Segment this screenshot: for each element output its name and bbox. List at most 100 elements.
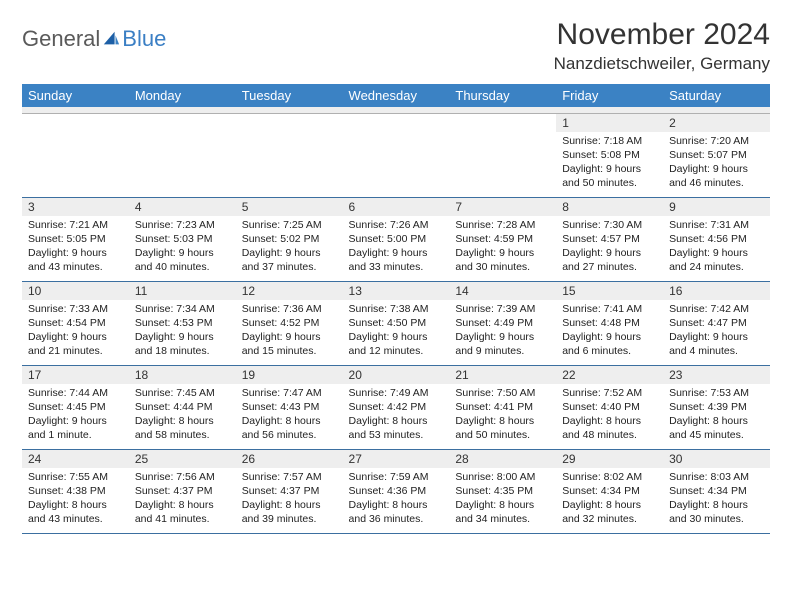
- sunrise-text: Sunrise: 7:38 AM: [349, 302, 444, 316]
- logo: General Blue: [22, 18, 166, 52]
- sunset-text: Sunset: 4:37 PM: [242, 484, 337, 498]
- day-content: Sunrise: 8:02 AMSunset: 4:34 PMDaylight:…: [556, 468, 663, 531]
- sunrise-text: Sunrise: 7:41 AM: [562, 302, 657, 316]
- day-number: 5: [236, 198, 343, 216]
- day-number: 29: [556, 450, 663, 468]
- sunrise-text: Sunrise: 7:50 AM: [455, 386, 550, 400]
- sunrise-text: Sunrise: 7:45 AM: [135, 386, 230, 400]
- day-cell: 22Sunrise: 7:52 AMSunset: 4:40 PMDayligh…: [556, 365, 663, 449]
- day-content: Sunrise: 8:03 AMSunset: 4:34 PMDaylight:…: [663, 468, 770, 531]
- day-number: 20: [343, 366, 450, 384]
- day-cell: 19Sunrise: 7:47 AMSunset: 4:43 PMDayligh…: [236, 365, 343, 449]
- sunrise-text: Sunrise: 7:21 AM: [28, 218, 123, 232]
- sunset-text: Sunset: 4:44 PM: [135, 400, 230, 414]
- day-content: Sunrise: 7:55 AMSunset: 4:38 PMDaylight:…: [22, 468, 129, 531]
- day-content: Sunrise: 7:52 AMSunset: 4:40 PMDaylight:…: [556, 384, 663, 447]
- day-number: 22: [556, 366, 663, 384]
- day-cell: 21Sunrise: 7:50 AMSunset: 4:41 PMDayligh…: [449, 365, 556, 449]
- day-content: Sunrise: 7:57 AMSunset: 4:37 PMDaylight:…: [236, 468, 343, 531]
- daylight-text: Daylight: 8 hours and 45 minutes.: [669, 414, 764, 442]
- day-number: [22, 114, 129, 118]
- sunset-text: Sunset: 4:59 PM: [455, 232, 550, 246]
- sunrise-text: Sunrise: 7:52 AM: [562, 386, 657, 400]
- day-number: 7: [449, 198, 556, 216]
- sunset-text: Sunset: 5:08 PM: [562, 148, 657, 162]
- sunrise-text: Sunrise: 7:59 AM: [349, 470, 444, 484]
- day-content: Sunrise: 7:20 AMSunset: 5:07 PMDaylight:…: [663, 132, 770, 195]
- sunrise-text: Sunrise: 8:00 AM: [455, 470, 550, 484]
- daylight-text: Daylight: 8 hours and 34 minutes.: [455, 498, 550, 526]
- week-row: 1Sunrise: 7:18 AMSunset: 5:08 PMDaylight…: [22, 113, 770, 197]
- day-content: Sunrise: 7:30 AMSunset: 4:57 PMDaylight:…: [556, 216, 663, 279]
- day-content: Sunrise: 7:36 AMSunset: 4:52 PMDaylight:…: [236, 300, 343, 363]
- sunrise-text: Sunrise: 7:44 AM: [28, 386, 123, 400]
- daylight-text: Daylight: 8 hours and 32 minutes.: [562, 498, 657, 526]
- sunrise-text: Sunrise: 7:33 AM: [28, 302, 123, 316]
- day-content: Sunrise: 7:18 AMSunset: 5:08 PMDaylight:…: [556, 132, 663, 195]
- day-cell: 14Sunrise: 7:39 AMSunset: 4:49 PMDayligh…: [449, 281, 556, 365]
- day-number: [129, 114, 236, 118]
- sunset-text: Sunset: 4:54 PM: [28, 316, 123, 330]
- day-cell: 25Sunrise: 7:56 AMSunset: 4:37 PMDayligh…: [129, 449, 236, 533]
- day-cell: 5Sunrise: 7:25 AMSunset: 5:02 PMDaylight…: [236, 197, 343, 281]
- daylight-text: Daylight: 8 hours and 53 minutes.: [349, 414, 444, 442]
- day-header-row: Sunday Monday Tuesday Wednesday Thursday…: [22, 84, 770, 107]
- day-content: Sunrise: 7:28 AMSunset: 4:59 PMDaylight:…: [449, 216, 556, 279]
- sunrise-text: Sunrise: 7:20 AM: [669, 134, 764, 148]
- day-cell: 15Sunrise: 7:41 AMSunset: 4:48 PMDayligh…: [556, 281, 663, 365]
- day-cell: 29Sunrise: 8:02 AMSunset: 4:34 PMDayligh…: [556, 449, 663, 533]
- day-number: 25: [129, 450, 236, 468]
- daylight-text: Daylight: 8 hours and 50 minutes.: [455, 414, 550, 442]
- day-number: 16: [663, 282, 770, 300]
- sunset-text: Sunset: 4:48 PM: [562, 316, 657, 330]
- day-cell: 20Sunrise: 7:49 AMSunset: 4:42 PMDayligh…: [343, 365, 450, 449]
- sunrise-text: Sunrise: 7:30 AM: [562, 218, 657, 232]
- day-number: 14: [449, 282, 556, 300]
- day-cell: 23Sunrise: 7:53 AMSunset: 4:39 PMDayligh…: [663, 365, 770, 449]
- day-content: Sunrise: 7:49 AMSunset: 4:42 PMDaylight:…: [343, 384, 450, 447]
- sunset-text: Sunset: 4:34 PM: [669, 484, 764, 498]
- week-row: 3Sunrise: 7:21 AMSunset: 5:05 PMDaylight…: [22, 197, 770, 281]
- sunrise-text: Sunrise: 7:23 AM: [135, 218, 230, 232]
- day-cell: 6Sunrise: 7:26 AMSunset: 5:00 PMDaylight…: [343, 197, 450, 281]
- sunrise-text: Sunrise: 7:55 AM: [28, 470, 123, 484]
- day-cell: 7Sunrise: 7:28 AMSunset: 4:59 PMDaylight…: [449, 197, 556, 281]
- daylight-text: Daylight: 8 hours and 41 minutes.: [135, 498, 230, 526]
- day-content: Sunrise: 7:34 AMSunset: 4:53 PMDaylight:…: [129, 300, 236, 363]
- sunset-text: Sunset: 4:57 PM: [562, 232, 657, 246]
- day-number: 8: [556, 198, 663, 216]
- week-row: 17Sunrise: 7:44 AMSunset: 4:45 PMDayligh…: [22, 365, 770, 449]
- sunset-text: Sunset: 4:56 PM: [669, 232, 764, 246]
- title-block: November 2024 Nanzdietschweiler, Germany: [554, 18, 770, 74]
- day-cell: 30Sunrise: 8:03 AMSunset: 4:34 PMDayligh…: [663, 449, 770, 533]
- day-content: Sunrise: 7:26 AMSunset: 5:00 PMDaylight:…: [343, 216, 450, 279]
- daylight-text: Daylight: 8 hours and 39 minutes.: [242, 498, 337, 526]
- day-content: Sunrise: 7:59 AMSunset: 4:36 PMDaylight:…: [343, 468, 450, 531]
- day-content: Sunrise: 7:23 AMSunset: 5:03 PMDaylight:…: [129, 216, 236, 279]
- day-cell: 16Sunrise: 7:42 AMSunset: 4:47 PMDayligh…: [663, 281, 770, 365]
- sunrise-text: Sunrise: 7:42 AM: [669, 302, 764, 316]
- day-content: Sunrise: 7:21 AMSunset: 5:05 PMDaylight:…: [22, 216, 129, 279]
- daylight-text: Daylight: 9 hours and 15 minutes.: [242, 330, 337, 358]
- sunset-text: Sunset: 4:36 PM: [349, 484, 444, 498]
- day-content: Sunrise: 7:42 AMSunset: 4:47 PMDaylight:…: [663, 300, 770, 363]
- sunset-text: Sunset: 4:39 PM: [669, 400, 764, 414]
- day-number: 12: [236, 282, 343, 300]
- sunset-text: Sunset: 4:40 PM: [562, 400, 657, 414]
- sunset-text: Sunset: 5:00 PM: [349, 232, 444, 246]
- day-cell: 13Sunrise: 7:38 AMSunset: 4:50 PMDayligh…: [343, 281, 450, 365]
- calendar-table: Sunday Monday Tuesday Wednesday Thursday…: [22, 84, 770, 534]
- day-number: 1: [556, 114, 663, 132]
- sunrise-text: Sunrise: 7:39 AM: [455, 302, 550, 316]
- day-number: 17: [22, 366, 129, 384]
- day-cell: [129, 113, 236, 197]
- sunrise-text: Sunrise: 7:57 AM: [242, 470, 337, 484]
- daylight-text: Daylight: 9 hours and 9 minutes.: [455, 330, 550, 358]
- sunset-text: Sunset: 4:50 PM: [349, 316, 444, 330]
- day-cell: 18Sunrise: 7:45 AMSunset: 4:44 PMDayligh…: [129, 365, 236, 449]
- day-cell: 27Sunrise: 7:59 AMSunset: 4:36 PMDayligh…: [343, 449, 450, 533]
- day-number: 24: [22, 450, 129, 468]
- day-number: 13: [343, 282, 450, 300]
- col-wednesday: Wednesday: [343, 84, 450, 107]
- day-number: 19: [236, 366, 343, 384]
